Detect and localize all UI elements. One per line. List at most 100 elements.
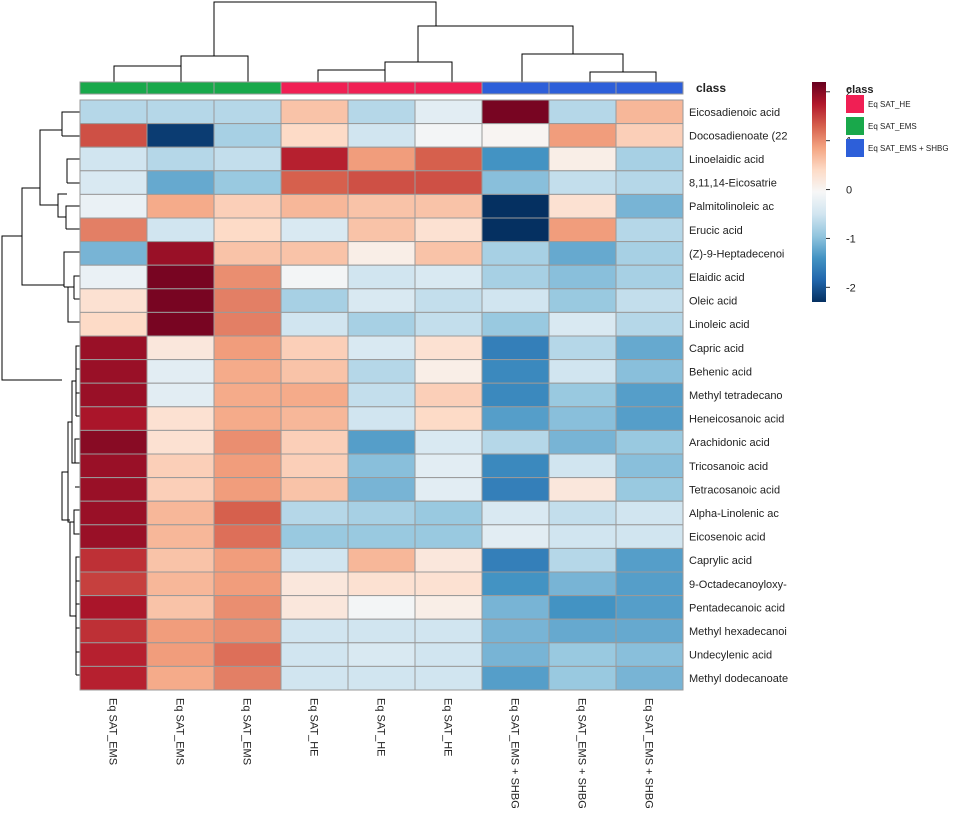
- heatmap-cell: [481, 429, 550, 455]
- heatmap-cell: [347, 193, 416, 219]
- class-legend-swatch: [846, 117, 864, 135]
- heatmap-cell: [280, 335, 349, 361]
- heatmap-cell: [79, 288, 148, 313]
- heatmap-cell: [79, 335, 148, 361]
- heatmap-cell: [548, 547, 617, 573]
- heatmap-cell: [548, 217, 617, 243]
- row-label: Undecylenic acid: [689, 650, 772, 662]
- heatmap-cell: [213, 524, 282, 549]
- heatmap-cell: [280, 99, 349, 125]
- heatmap-cell: [481, 359, 550, 384]
- heatmap-cell: [548, 595, 617, 620]
- heatmap-cell: [615, 382, 684, 408]
- heatmap-cell: [79, 193, 148, 219]
- heatmap-cell: [347, 217, 416, 243]
- heatmap-cell: [347, 241, 416, 266]
- heatmap-cell: [548, 382, 617, 408]
- heatmap-cell: [548, 618, 617, 644]
- heatmap-cell: [280, 524, 349, 549]
- heatmap-cell: [146, 429, 215, 455]
- annotation-cell: [615, 81, 684, 95]
- heatmap-cell: [79, 170, 148, 195]
- heatmap-cell: [481, 665, 550, 691]
- heatmap-cell: [548, 264, 617, 290]
- heatmap-cell: [414, 571, 483, 597]
- heatmap-cell: [213, 241, 282, 266]
- column-label: Eq SAT_EMS + SHBG: [509, 698, 521, 809]
- heatmap-cell: [347, 453, 416, 479]
- column-label: Eq SAT_EMS + SHBG: [576, 698, 588, 809]
- heatmap-cell: [213, 264, 282, 290]
- heatmap-cell: [213, 477, 282, 502]
- heatmap-cell: [347, 665, 416, 691]
- heatmap-cell: [79, 571, 148, 597]
- heatmap-cell: [615, 335, 684, 361]
- heatmap-cell: [280, 359, 349, 384]
- heatmap-cell: [280, 193, 349, 219]
- column-label: Eq SAT_HE: [442, 698, 454, 757]
- class-legend-label: Eq SAT_HE: [868, 100, 911, 109]
- heatmap-cell: [280, 311, 349, 337]
- heatmap-cell: [481, 406, 550, 431]
- heatmap-cell: [79, 524, 148, 549]
- heatmap-cell: [548, 429, 617, 455]
- row-label: Alpha-Linolenic ac: [689, 508, 779, 520]
- heatmap-cell: [481, 571, 550, 597]
- heatmap-cell: [414, 595, 483, 620]
- annotation-track-label: class: [696, 81, 726, 95]
- heatmap-cell: [280, 382, 349, 408]
- heatmap-cell: [548, 453, 617, 479]
- heatmap-cell: [548, 193, 617, 219]
- heatmap-cell: [481, 477, 550, 502]
- heatmap-cell: [548, 359, 617, 384]
- color-scale-bar: [812, 82, 826, 302]
- heatmap-cell: [280, 595, 349, 620]
- annotation-cell: [414, 81, 483, 95]
- heatmap-cell: [414, 618, 483, 644]
- heatmap-cell: [79, 146, 148, 172]
- heatmap-cell: [481, 453, 550, 479]
- heatmap-cell: [280, 146, 349, 172]
- heatmap-cell: [615, 453, 684, 479]
- heatmap-cell: [347, 500, 416, 526]
- heatmap-cell: [481, 217, 550, 243]
- heatmap-cell: [280, 571, 349, 597]
- heatmap-cell: [146, 547, 215, 573]
- annotation-cell: [213, 81, 282, 95]
- heatmap-cell: [280, 241, 349, 266]
- heatmap-cell: [615, 665, 684, 691]
- heatmap-cell: [213, 571, 282, 597]
- heatmap-cell: [146, 618, 215, 644]
- class-legend-title: class: [846, 84, 874, 96]
- heatmap-cell: [615, 193, 684, 219]
- heatmap-cell: [548, 477, 617, 502]
- heatmap-cell: [414, 547, 483, 573]
- row-label: 9-Octadecanoyloxy-: [689, 579, 787, 591]
- heatmap-cell: [213, 170, 282, 195]
- heatmap-cell: [414, 429, 483, 455]
- heatmap-cell: [615, 99, 684, 125]
- heatmap-cell: [414, 123, 483, 148]
- heatmap-cell: [79, 453, 148, 479]
- heatmap-cell: [146, 382, 215, 408]
- heatmap-cell: [213, 193, 282, 219]
- heatmap-cells: [79, 99, 684, 691]
- column-label: Eq SAT_EMS: [107, 698, 119, 765]
- heatmap-cell: [213, 146, 282, 172]
- heatmap-cell: [79, 99, 148, 125]
- heatmap-cell: [615, 217, 684, 243]
- heatmap-cell: [548, 170, 617, 195]
- heatmap-cell: [79, 618, 148, 644]
- heatmap-cell: [347, 618, 416, 644]
- column-label: Eq SAT_HE: [308, 698, 320, 757]
- heatmap-cell: [146, 595, 215, 620]
- row-label: Linoelaidic acid: [689, 154, 764, 166]
- heatmap-cell: [146, 335, 215, 361]
- heatmap-cell: [347, 595, 416, 620]
- row-label: Pentadecanoic acid: [689, 602, 785, 614]
- heatmap-cell: [548, 123, 617, 148]
- color-scale-tick-label: 0: [846, 185, 852, 197]
- heatmap-cell: [146, 170, 215, 195]
- row-label: Caprylic acid: [689, 555, 752, 567]
- heatmap-cell: [414, 453, 483, 479]
